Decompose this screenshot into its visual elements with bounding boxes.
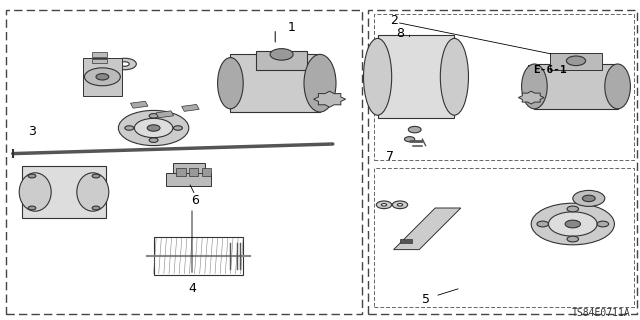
Text: 7: 7 bbox=[387, 150, 394, 163]
Ellipse shape bbox=[376, 201, 392, 209]
Bar bbox=[131, 101, 148, 108]
Ellipse shape bbox=[28, 206, 36, 210]
Ellipse shape bbox=[392, 201, 408, 209]
Bar bbox=[400, 239, 405, 243]
Ellipse shape bbox=[97, 79, 115, 88]
Polygon shape bbox=[394, 208, 461, 250]
Polygon shape bbox=[230, 54, 320, 112]
Bar bbox=[534, 64, 618, 109]
Ellipse shape bbox=[28, 174, 36, 178]
Ellipse shape bbox=[173, 126, 182, 130]
Ellipse shape bbox=[408, 126, 421, 133]
Bar bbox=[173, 163, 205, 173]
Ellipse shape bbox=[149, 138, 158, 142]
Ellipse shape bbox=[567, 206, 579, 212]
Bar bbox=[182, 104, 199, 111]
Bar bbox=[166, 173, 211, 186]
Ellipse shape bbox=[573, 190, 605, 206]
Ellipse shape bbox=[147, 125, 160, 131]
Bar bbox=[92, 59, 107, 63]
Bar bbox=[550, 53, 602, 70]
Text: 5: 5 bbox=[422, 293, 429, 306]
Ellipse shape bbox=[381, 204, 387, 206]
Ellipse shape bbox=[77, 173, 109, 211]
Ellipse shape bbox=[19, 173, 51, 211]
Bar bbox=[156, 111, 173, 118]
Polygon shape bbox=[314, 91, 346, 107]
Polygon shape bbox=[83, 58, 122, 96]
Ellipse shape bbox=[397, 204, 403, 206]
Ellipse shape bbox=[597, 221, 609, 227]
Ellipse shape bbox=[92, 174, 100, 178]
Ellipse shape bbox=[218, 58, 243, 109]
Ellipse shape bbox=[537, 221, 548, 227]
Text: 1: 1 bbox=[288, 21, 296, 34]
Bar bbox=[189, 168, 198, 176]
Bar bbox=[378, 35, 454, 118]
Ellipse shape bbox=[531, 203, 614, 245]
Ellipse shape bbox=[120, 62, 129, 66]
Bar bbox=[406, 239, 412, 243]
Ellipse shape bbox=[270, 49, 293, 60]
Bar bbox=[176, 168, 186, 176]
Ellipse shape bbox=[605, 64, 630, 109]
Text: 6: 6 bbox=[191, 194, 199, 206]
Ellipse shape bbox=[134, 118, 173, 138]
Text: 4: 4 bbox=[188, 282, 196, 294]
Ellipse shape bbox=[113, 58, 136, 70]
Ellipse shape bbox=[125, 126, 134, 130]
Ellipse shape bbox=[548, 212, 597, 236]
Ellipse shape bbox=[118, 110, 189, 146]
Polygon shape bbox=[518, 91, 544, 104]
Polygon shape bbox=[256, 51, 307, 70]
Ellipse shape bbox=[440, 38, 468, 115]
Bar bbox=[92, 52, 107, 57]
Text: 3: 3 bbox=[28, 125, 36, 138]
Ellipse shape bbox=[565, 220, 580, 228]
Ellipse shape bbox=[582, 195, 595, 202]
Ellipse shape bbox=[102, 82, 109, 85]
Ellipse shape bbox=[304, 54, 336, 112]
Ellipse shape bbox=[566, 56, 586, 66]
Ellipse shape bbox=[84, 68, 120, 86]
Ellipse shape bbox=[522, 64, 547, 109]
Ellipse shape bbox=[92, 206, 100, 210]
Bar bbox=[22, 166, 106, 218]
Text: 2: 2 bbox=[390, 14, 397, 27]
Ellipse shape bbox=[96, 74, 109, 80]
Ellipse shape bbox=[149, 114, 158, 118]
Bar bbox=[202, 168, 211, 176]
Ellipse shape bbox=[404, 137, 415, 142]
Bar bbox=[528, 65, 573, 76]
Ellipse shape bbox=[567, 236, 579, 242]
Text: TS84E0711A: TS84E0711A bbox=[572, 308, 630, 318]
Text: E-6-1: E-6-1 bbox=[534, 65, 567, 76]
Ellipse shape bbox=[364, 38, 392, 115]
Text: 8: 8 bbox=[396, 27, 404, 40]
